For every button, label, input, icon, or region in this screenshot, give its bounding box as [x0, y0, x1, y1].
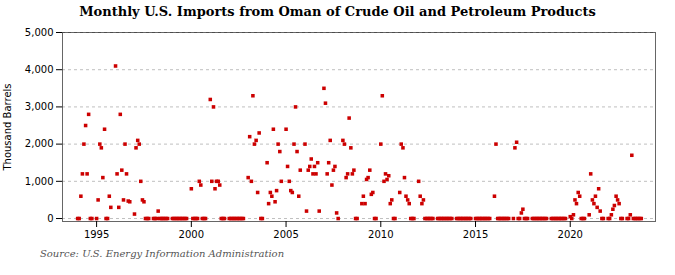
svg-text:2010: 2010 [368, 229, 393, 240]
svg-text:5,000: 5,000 [25, 27, 54, 38]
html-text:Monthly U.S. Imports from Oman: Monthly U.S. Imports from Oman of Crude … [79, 4, 596, 19]
svg-text:1,000: 1,000 [25, 176, 54, 187]
svg-text:2005: 2005 [273, 229, 298, 240]
svg-text:3,000: 3,000 [25, 101, 54, 112]
svg-text:Thousand Barrels: Thousand Barrels [2, 83, 13, 171]
svg-text:4,000: 4,000 [25, 64, 54, 75]
svg-text:2020: 2020 [558, 229, 583, 240]
svg-text:2015: 2015 [463, 229, 488, 240]
html-text:Source: U.S. Energy Informatio: Source: U.S. Energy Information Administ… [40, 248, 285, 259]
svg-text:1995: 1995 [84, 229, 109, 240]
svg-text:2,000: 2,000 [25, 138, 54, 149]
svg-text:0: 0 [47, 213, 53, 224]
svg-text:2000: 2000 [179, 229, 204, 240]
